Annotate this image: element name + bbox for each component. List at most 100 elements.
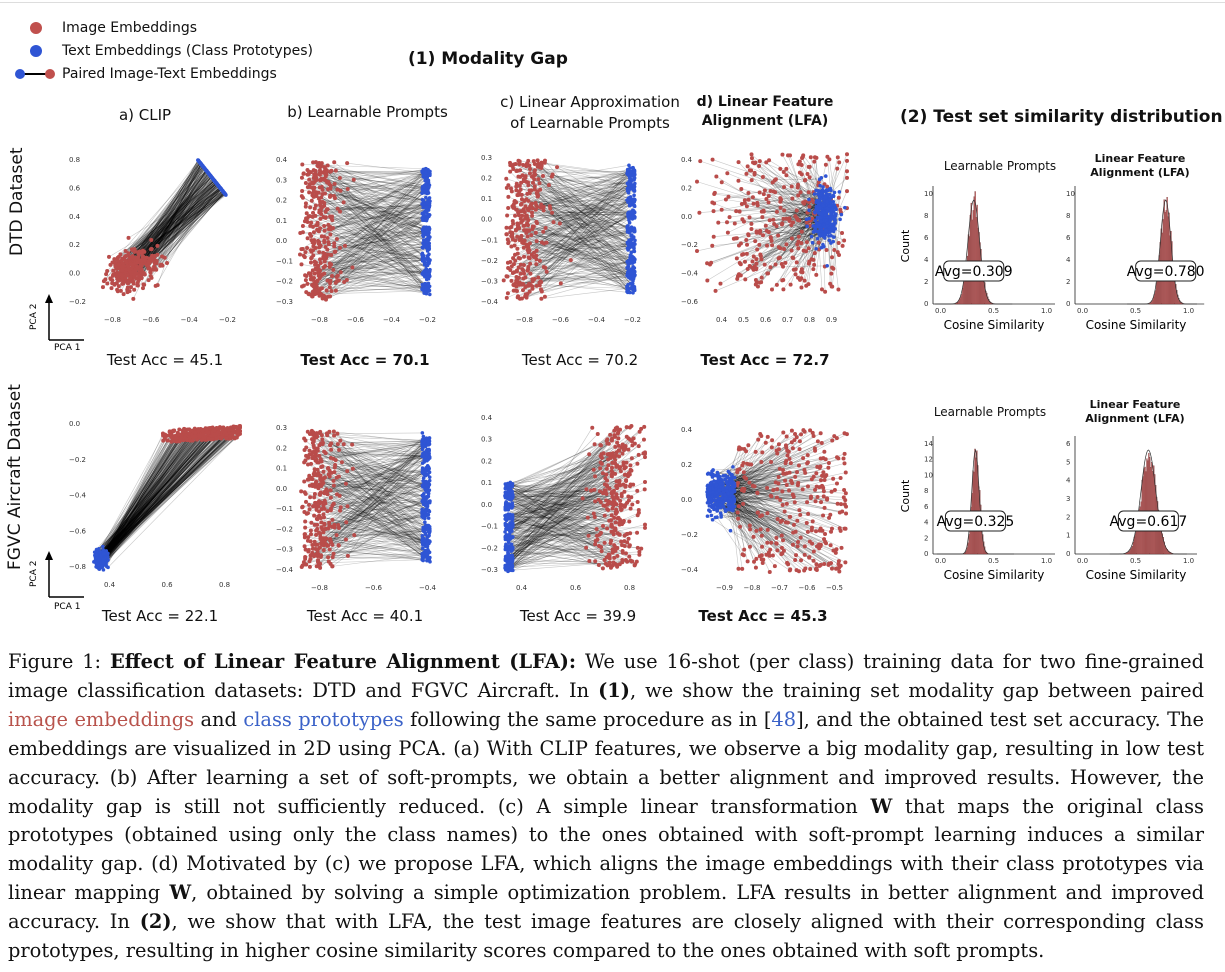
image-embedding-point xyxy=(342,243,347,248)
text-embedding-point xyxy=(815,205,819,210)
text-embedding-point xyxy=(424,205,429,209)
pair-line xyxy=(524,217,635,241)
pair-line xyxy=(536,196,631,206)
pair-line xyxy=(326,451,426,490)
pair-line xyxy=(99,429,231,561)
image-embedding-point xyxy=(329,262,334,267)
image-embedding-point xyxy=(534,257,539,262)
y-tick-label: −0.4 xyxy=(481,298,499,306)
pair-line xyxy=(154,186,220,269)
pair-line xyxy=(330,205,427,230)
image-embedding-point xyxy=(845,169,849,174)
pair-line xyxy=(533,209,633,227)
image-embedding-point xyxy=(174,435,179,440)
pair-line xyxy=(108,189,222,258)
image-embedding-point xyxy=(752,161,757,166)
image-embedding-point xyxy=(160,431,165,436)
pair-line xyxy=(105,433,189,557)
pca2-label-dtd: PCA 2 xyxy=(29,304,39,330)
text-embedding-point xyxy=(626,191,631,195)
legend-text: Text Embeddings (Class Prototypes) xyxy=(14,42,313,60)
y-tick-label: 0.2 xyxy=(681,184,692,192)
pair-line xyxy=(516,202,634,292)
image-embedding-point xyxy=(308,260,313,265)
text-embedding-point xyxy=(427,258,431,262)
pair-line xyxy=(144,187,221,263)
text-embedding-point xyxy=(421,198,426,203)
image-embedding-point xyxy=(179,434,184,439)
image-embedding-point xyxy=(149,257,154,262)
image-embedding-point xyxy=(314,193,319,198)
pair-line xyxy=(97,439,185,562)
image-embedding-point xyxy=(135,280,140,285)
image-embedding-point xyxy=(516,158,521,163)
image-embedding-point xyxy=(127,256,132,261)
text-embedding-point xyxy=(631,174,635,178)
pair-line xyxy=(528,222,630,284)
image-embedding-point xyxy=(551,220,556,225)
pair-line xyxy=(96,438,211,564)
image-embedding-point xyxy=(733,236,738,241)
image-embedding-point xyxy=(146,261,151,266)
image-embedding-point xyxy=(132,287,137,292)
pair-line xyxy=(103,430,241,553)
pair-line xyxy=(315,174,428,188)
pair-line xyxy=(144,188,222,253)
image-embedding-point xyxy=(125,279,130,284)
pair-line xyxy=(532,184,633,289)
text-embedding-point xyxy=(626,182,631,186)
image-embedding-point xyxy=(719,180,724,185)
pair-line xyxy=(325,246,427,300)
image-embedding-point xyxy=(198,433,203,438)
pair-line xyxy=(303,173,425,264)
pair-line xyxy=(104,434,166,556)
pair-line xyxy=(333,503,424,530)
image-embedding-point xyxy=(754,230,759,235)
pair-line xyxy=(325,173,426,219)
image-embedding-point xyxy=(789,184,794,189)
image-embedding-point xyxy=(755,247,760,252)
pair-line xyxy=(100,427,232,562)
text-embedding-point xyxy=(629,228,633,232)
pair-line xyxy=(98,431,185,566)
text-embedding-point xyxy=(814,246,818,251)
image-embedding-point xyxy=(135,258,140,263)
pair-line xyxy=(525,215,634,269)
pair-line xyxy=(104,440,164,560)
pair-line xyxy=(102,436,206,556)
scatter-dtd-lfa: 0.40.20.0−0.2−0.4−0.60.4 0.5 0.6 0.7 0.8 0.9 xyxy=(681,152,849,324)
pair-line xyxy=(103,433,213,564)
pair-line xyxy=(533,160,635,244)
text-embedding-point xyxy=(830,206,835,211)
pair-line xyxy=(328,186,429,190)
text-embedding-point xyxy=(422,225,427,230)
text-embedding-point xyxy=(829,212,833,216)
y-tick-label: 0.0 xyxy=(276,485,287,493)
pair-line xyxy=(317,224,428,235)
pair-line xyxy=(98,433,201,556)
pair-line xyxy=(510,231,632,272)
pair-line xyxy=(101,431,170,565)
image-embedding-point xyxy=(120,273,125,278)
text-embedding-point xyxy=(825,263,829,268)
pair-line xyxy=(125,185,219,261)
image-embedding-point xyxy=(742,198,747,203)
pair-line xyxy=(543,216,629,233)
pair-line xyxy=(98,432,178,565)
pair-line xyxy=(535,172,632,204)
image-embedding-point xyxy=(320,272,325,277)
image-embedding-point xyxy=(165,260,170,265)
image-embedding-point xyxy=(105,269,110,274)
pair-line xyxy=(103,438,178,560)
pair-line xyxy=(808,225,817,285)
col-title-lfa-line1: d) Linear Feature xyxy=(696,94,834,110)
pair-line xyxy=(347,188,427,289)
image-embedding-point xyxy=(736,160,741,165)
image-embedding-point xyxy=(519,236,524,241)
image-embedding-point xyxy=(535,164,540,169)
y-tick-label: 0.2 xyxy=(69,241,80,249)
image-embedding-point xyxy=(767,218,772,223)
image-embedding-point xyxy=(519,192,524,197)
image-embedding-point xyxy=(303,278,308,283)
pair-line xyxy=(751,157,821,206)
